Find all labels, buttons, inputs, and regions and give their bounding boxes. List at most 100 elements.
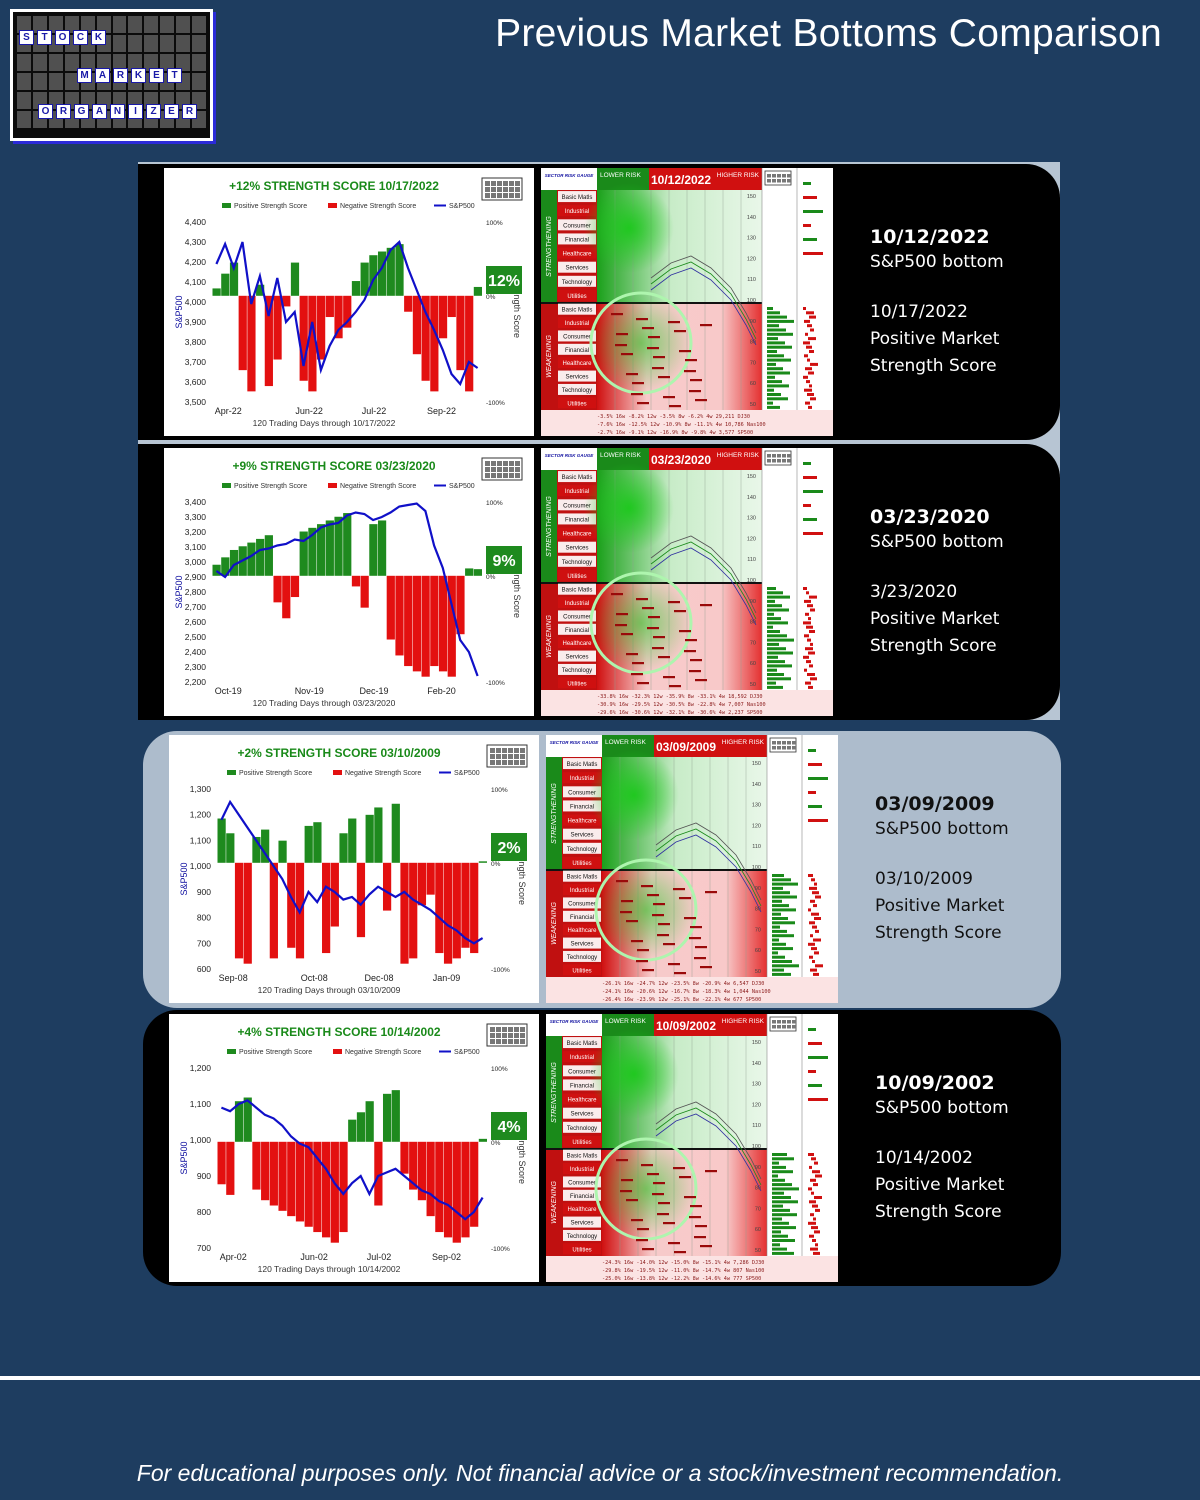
chart-legend: Positive Strength Score Negative Strength… — [227, 1049, 480, 1056]
gauge-scale-tick: 80 — [750, 340, 756, 346]
sector-label: Technology — [562, 388, 592, 394]
gauge-scale-tick: 50 — [750, 682, 756, 688]
strength-bar — [430, 295, 439, 392]
sector-label: Financial — [565, 237, 589, 243]
y2-tick-label: 0% — [486, 294, 496, 301]
logo-letter: E — [149, 68, 164, 83]
grid-logo-icon — [764, 450, 792, 466]
bottom-comparison-panel: +4% STRENGTH SCORE 10/14/2002 Positive St… — [143, 1010, 1061, 1286]
chart-legend: Positive Strength Score Negative Strength… — [222, 483, 475, 490]
strength-score-chart: +12% STRENGTH SCORE 10/17/2022 Positive S… — [164, 168, 534, 436]
gauge-scale-tick: 60 — [750, 381, 756, 387]
strength-bar — [229, 549, 239, 576]
sector-label: Healthcare — [562, 361, 592, 367]
sector-label: Industrial — [565, 209, 589, 215]
gauge-title: SECTOR RISK GAUGE — [550, 740, 599, 745]
lower-risk-label: LOWER RISK — [605, 1018, 646, 1025]
y-tick-label: 4,400 — [185, 217, 207, 227]
y-tick-label: 900 — [197, 1171, 211, 1181]
gauge-date: 03/09/2009 — [656, 740, 716, 754]
sector-label: Utilities — [572, 1247, 591, 1253]
strength-bar — [325, 520, 334, 576]
strength-score-badge: 4% — [491, 1112, 527, 1140]
logo-letter: S — [19, 30, 34, 45]
gauge-title: SECTOR RISK GAUGE — [545, 173, 594, 178]
logo-letter: Z — [146, 104, 161, 119]
strength-bar — [252, 1141, 261, 1190]
grid-logo-icon — [486, 1023, 528, 1047]
y-tick-label: 800 — [197, 913, 211, 923]
bottom-date: 03/09/2009 — [875, 793, 995, 815]
logo-letter: O — [55, 30, 70, 45]
logo-letter: R — [113, 68, 128, 83]
logo-background — [17, 16, 206, 134]
sector-label: Technology — [567, 955, 597, 961]
strength-bar — [356, 862, 366, 938]
strength-score-chart: +2% STRENGTH SCORE 03/10/2009 Positive St… — [169, 735, 539, 1003]
sector-label: Consumer — [563, 614, 591, 620]
x-tick-label: Jul-22 — [362, 406, 387, 416]
x-axis-label: 120 Trading Days through 03/23/2020 — [253, 698, 396, 708]
sector-label: Healthcare — [562, 532, 592, 538]
higher-risk-label: HIGHER RISK — [722, 739, 765, 746]
strength-bar — [417, 1141, 427, 1201]
sector-label: Services — [570, 942, 593, 948]
sector-label: Services — [570, 1221, 593, 1227]
sector-label: Industrial — [565, 321, 589, 327]
y-tick-label: 3,200 — [185, 527, 207, 537]
sector-label: Basic Matls — [562, 195, 593, 201]
logo-letter: I — [128, 104, 143, 119]
strength-bar — [382, 1093, 392, 1142]
strength-bar — [308, 527, 317, 576]
y-tick-label: 4,200 — [185, 257, 207, 267]
strength-bar — [360, 575, 369, 608]
legend-entry: Negative Strength Score — [345, 770, 421, 777]
gauge-scale-tick: 120 — [747, 256, 756, 262]
gauge-scale-tick: 100 — [752, 865, 761, 871]
legend-entry: S&P500 — [449, 483, 475, 490]
score-line-1: Positive Market — [875, 896, 1005, 916]
gauge-scale-tick: 90 — [750, 319, 756, 325]
gauge-scale-tick: 150 — [747, 474, 756, 480]
legend-entry: S&P500 — [449, 203, 475, 210]
strength-bar — [426, 862, 435, 895]
logo-letter: G — [74, 104, 89, 119]
sector-label: Financial — [565, 517, 589, 523]
y2-tick-label: 100% — [486, 220, 503, 227]
legend-entry: Negative Strength Score — [345, 1049, 421, 1056]
bottom-date: 03/23/2020 — [870, 506, 990, 528]
strength-bar — [238, 295, 247, 371]
y-tick-label: 1,200 — [190, 810, 212, 820]
strength-bar — [360, 262, 369, 296]
gauge-scale-tick: 150 — [752, 761, 761, 767]
gauge-scale-tick: 90 — [755, 886, 761, 892]
gauge-scale-tick: 50 — [755, 1248, 761, 1254]
higher-risk-label: HIGHER RISK — [722, 1018, 765, 1025]
grid-logo-icon — [769, 1016, 797, 1032]
score-date: 10/14/2002 — [875, 1148, 973, 1168]
sector-label: Utilities — [567, 401, 586, 407]
strength-bar — [452, 1141, 461, 1243]
y-tick-label: 2,600 — [185, 617, 207, 627]
gauge-scale-tick: 80 — [755, 1186, 761, 1192]
strength-bar — [212, 288, 221, 296]
gauge-scale-tick: 70 — [755, 927, 761, 933]
y-tick-label: 3,500 — [185, 397, 207, 407]
gauge-scale-tick: 110 — [752, 1123, 761, 1129]
gauge-title: SECTOR RISK GAUGE — [550, 1019, 599, 1024]
strength-score-badge: 9% — [486, 546, 522, 574]
strength-bar — [290, 262, 300, 296]
sector-label: Basic Matls — [562, 308, 593, 314]
gauge-scale-tick: 50 — [750, 402, 756, 408]
y2-tick-label: 100% — [491, 1066, 508, 1073]
gauge-scale-tick: 120 — [752, 823, 761, 829]
strength-bar — [377, 251, 387, 296]
strength-bar — [273, 295, 282, 360]
sector-label: Industrial — [570, 1167, 594, 1173]
strength-bar — [412, 575, 422, 672]
sector-label: Technology — [567, 1126, 597, 1132]
gauge-footer-row: -25.0% 16w -13.8% 12w -12.2% 8w -14.6% 4… — [602, 1276, 761, 1282]
weakening-label: WEAKENING — [551, 902, 558, 945]
sector-label: Services — [565, 266, 588, 272]
gauge-footer-row: -26.4% 16w -23.9% 12w -25.1% 8w -22.1% 4… — [602, 997, 761, 1003]
